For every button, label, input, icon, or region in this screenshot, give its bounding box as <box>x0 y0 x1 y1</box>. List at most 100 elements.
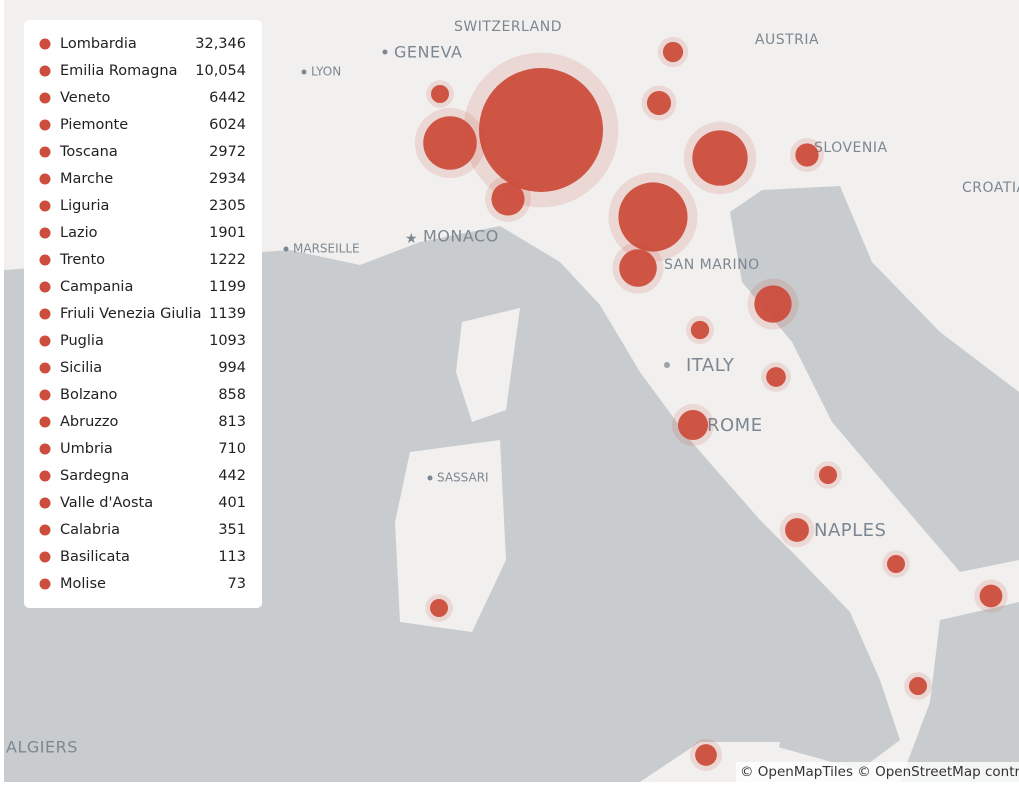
legend-name: Campania <box>60 279 133 295</box>
legend-value: 813 <box>218 414 246 430</box>
legend-dot <box>39 443 51 455</box>
legend: Lombardia 32,346 Emilia Romagna 10,054 Venet… <box>39 36 246 592</box>
bubble <box>819 466 837 484</box>
sea <box>900 602 1019 782</box>
legend-name: Trento <box>59 252 105 268</box>
legend-dot <box>39 281 51 293</box>
map-label: AUSTRIA <box>755 32 819 48</box>
legend-value: 1199 <box>209 279 246 295</box>
legend-name: Molise <box>60 576 106 592</box>
legend-value: 351 <box>218 522 246 538</box>
legend-dot <box>39 38 51 50</box>
map-label: MARSEILLE <box>293 242 360 256</box>
legend-value: 6024 <box>209 117 246 133</box>
legend-dot <box>39 335 51 347</box>
legend-value: 32,346 <box>195 36 246 52</box>
legend-name: Umbria <box>60 441 113 457</box>
map-label: ITALY <box>686 355 735 376</box>
bubble <box>887 555 905 573</box>
legend-name: Valle d'Aosta <box>60 495 153 511</box>
legend-name: Sicilia <box>60 360 102 376</box>
legend-value: 2934 <box>209 171 246 187</box>
legend-name: Friuli Venezia Giulia <box>60 306 202 322</box>
bubble-layer <box>414 36 1008 772</box>
bubble <box>662 41 684 63</box>
legend-dot <box>39 524 51 536</box>
legend-name: Basilicata <box>60 549 130 565</box>
legend-name: Lombardia <box>60 36 137 52</box>
bubble <box>619 249 657 287</box>
city-dot <box>427 475 433 481</box>
map-label: GENEVA <box>394 43 462 62</box>
legend-dot <box>39 416 51 428</box>
map-label: CROATIA <box>962 180 1019 196</box>
bubble <box>479 68 603 192</box>
legend-dot <box>39 497 51 509</box>
bubble <box>785 518 809 542</box>
legend-dot <box>39 551 51 563</box>
legend-dot <box>39 578 51 590</box>
legend-value: 442 <box>218 468 246 484</box>
bubble <box>766 367 786 387</box>
map-label: SASSARI <box>437 471 489 485</box>
legend-name: Marche <box>60 171 113 187</box>
bubble <box>431 85 449 103</box>
map-label: ALGIERS <box>6 738 78 757</box>
bubble <box>692 130 748 186</box>
legend-dot <box>39 119 51 131</box>
bubble <box>423 116 477 170</box>
island <box>456 308 520 422</box>
legend-dot <box>39 200 51 212</box>
island <box>395 440 506 632</box>
bubble <box>491 182 525 216</box>
sea <box>730 186 1019 572</box>
city-dot <box>382 49 388 55</box>
legend-value: 2972 <box>209 144 246 160</box>
legend-dot <box>39 146 51 158</box>
legend-value: 10,054 <box>195 63 246 79</box>
legend-name: Emilia Romagna <box>60 63 177 79</box>
map-label: MONACO <box>423 227 499 246</box>
legend-value: 1093 <box>209 333 246 349</box>
legend-value: 1222 <box>209 252 246 268</box>
map-label: LYON <box>311 65 341 79</box>
legend-dot <box>39 254 51 266</box>
map-label: SWITZERLAND <box>454 19 562 35</box>
bubble <box>618 182 688 252</box>
city-dot <box>664 362 670 368</box>
bubble <box>430 599 448 617</box>
legend-dot <box>39 470 51 482</box>
bubble <box>909 677 927 695</box>
legend-name: Puglia <box>60 333 104 349</box>
bubble <box>795 143 819 167</box>
attribution: © OpenMapTiles © OpenStreetMap contr <box>740 764 1019 780</box>
legend-value: 1139 <box>209 306 246 322</box>
legend-value: 73 <box>228 576 246 592</box>
legend-name: Liguria <box>60 198 109 214</box>
bubble <box>754 285 792 323</box>
bubble <box>646 90 672 116</box>
legend-box <box>24 20 262 608</box>
map-label: SAN MARINO <box>664 257 760 273</box>
attribution-box <box>736 762 1019 782</box>
legend-name: Lazio <box>60 225 98 241</box>
legend-value: 858 <box>218 387 246 403</box>
legend-dot <box>39 308 51 320</box>
city-dot <box>301 69 307 75</box>
legend-dot <box>39 65 51 77</box>
legend-dot <box>39 362 51 374</box>
legend-value: 994 <box>218 360 246 376</box>
legend-value: 6442 <box>209 90 246 106</box>
legend-dot <box>39 389 51 401</box>
bubble <box>695 744 717 766</box>
legend-value: 2305 <box>209 198 246 214</box>
legend-name: Sardegna <box>60 468 129 484</box>
legend-name: Piemonte <box>60 117 128 133</box>
legend-value: 113 <box>218 549 246 565</box>
legend-dot <box>39 173 51 185</box>
city-dot <box>283 246 289 252</box>
legend-name: Calabria <box>60 522 120 538</box>
legend-value: 401 <box>218 495 246 511</box>
